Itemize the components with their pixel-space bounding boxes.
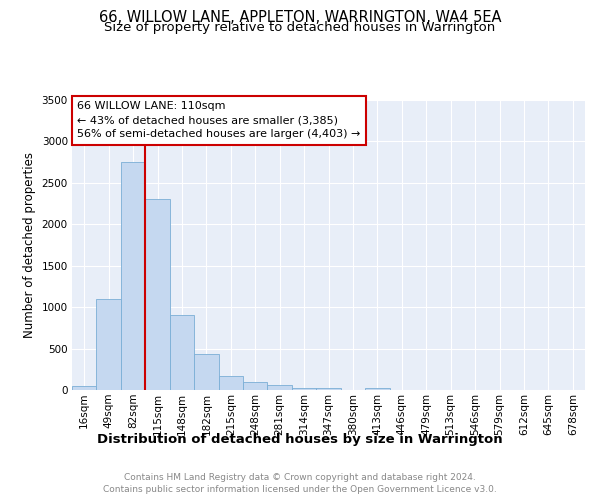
Bar: [121, 162, 145, 390]
Text: Contains public sector information licensed under the Open Government Licence v3: Contains public sector information licen…: [103, 485, 497, 494]
Bar: [145, 200, 170, 390]
Bar: [268, 385, 292, 390]
Text: 66 WILLOW LANE: 110sqm
← 43% of detached houses are smaller (3,385)
56% of semi-: 66 WILLOW LANE: 110sqm ← 43% of detached…: [77, 102, 361, 140]
Bar: [72, 386, 97, 390]
Text: Size of property relative to detached houses in Warrington: Size of property relative to detached ho…: [104, 21, 496, 34]
Text: 66, WILLOW LANE, APPLETON, WARRINGTON, WA4 5EA: 66, WILLOW LANE, APPLETON, WARRINGTON, W…: [99, 10, 501, 25]
Bar: [194, 354, 218, 390]
Text: Distribution of detached houses by size in Warrington: Distribution of detached houses by size …: [97, 432, 503, 446]
Bar: [316, 388, 341, 390]
Bar: [243, 382, 268, 390]
Bar: [170, 316, 194, 390]
Bar: [218, 376, 243, 390]
Bar: [365, 388, 389, 390]
Text: Contains HM Land Registry data © Crown copyright and database right 2024.: Contains HM Land Registry data © Crown c…: [124, 472, 476, 482]
Bar: [97, 299, 121, 390]
Y-axis label: Number of detached properties: Number of detached properties: [23, 152, 36, 338]
Bar: [292, 388, 316, 390]
